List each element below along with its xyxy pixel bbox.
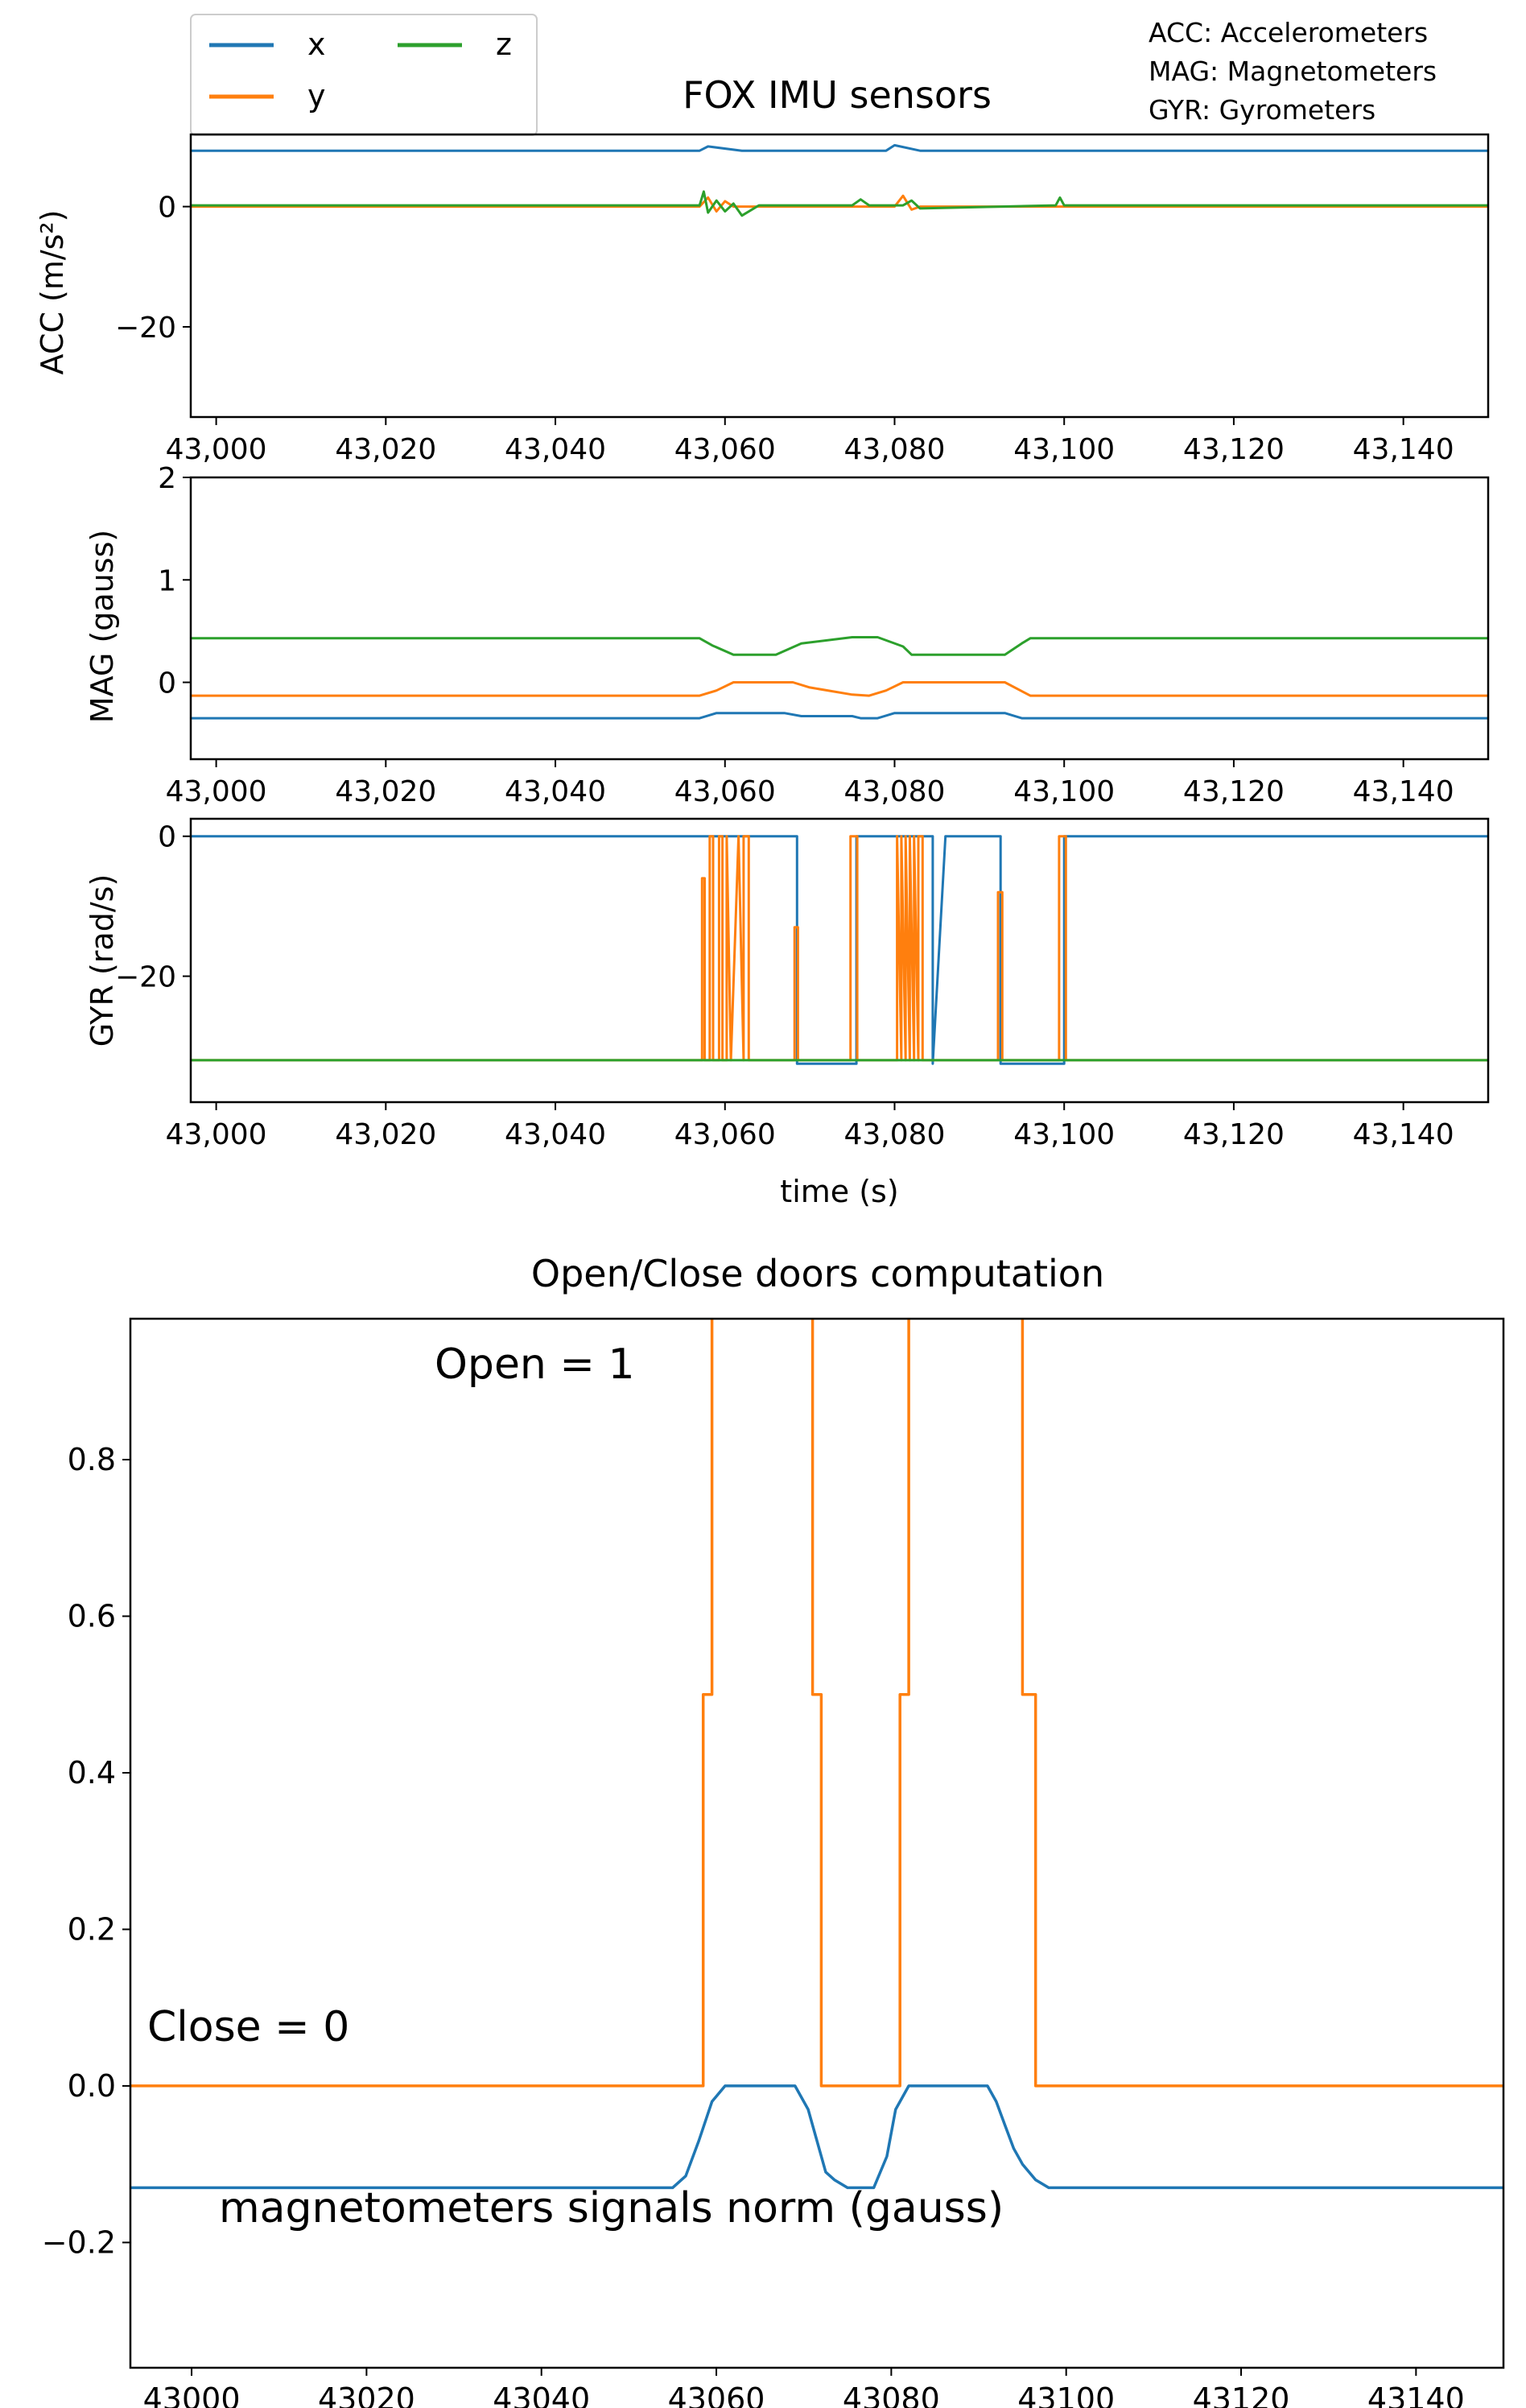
mag-x-tick-label: 43,100 [1013,775,1115,808]
mag-y-tick-label: 0 [158,667,176,700]
doors-x-tick-label: 43060 [668,2381,765,2408]
gyr-x-tick-label: 43,120 [1183,1118,1285,1151]
legend-box [190,14,538,136]
gyr-series-x [191,835,1488,1065]
acc-x-tick-label: 43,060 [674,433,776,466]
acc-x-tick-label: 43,000 [166,433,267,466]
legend-label-y: y [307,78,326,114]
acc-x-tick-label: 43,020 [335,433,436,466]
gyr-series-y [191,835,1488,1062]
acc-x-tick-label: 43,040 [505,433,606,466]
open-annotation: Open = 1 [435,1340,635,1389]
legend: x y z [190,14,538,136]
mag-y-tick-label: 2 [158,462,176,495]
doors-plot-frame [129,1317,1505,2369]
acc-series-z [191,190,1488,217]
doors-y-tick-label: 0.0 [68,2068,116,2104]
doors-series-line-2 [130,2084,1503,2190]
gyr-panel: GYR (rad/s) time (s) 43,000 43,020 43,040 4… [85,817,1490,1209]
gyr-plot-frame [189,817,1490,1104]
mag-x-tick-label: 43,120 [1183,775,1285,808]
doors-x-tick-label: 43080 [843,2381,940,2408]
acc-series-y [191,194,1488,213]
gyr-x-tick-label: 43,000 [166,1118,267,1151]
mag-x-tick-label: 43,080 [843,775,945,808]
mag-x-tick-label: 43,020 [335,775,436,808]
gyr-y-tick-label: 0 [158,821,176,854]
doors-x-tick-label: 43140 [1367,2381,1465,2408]
mag-panel: MAG (gauss) 43,000 43,020 43,040 43,060 43,0… [85,462,1490,808]
acc-x-tick-label: 43,140 [1353,433,1454,466]
acc-x-tick-label: 43,080 [843,433,945,466]
doors-y-tick-label: −0.2 [42,2224,116,2260]
gyr-x-tick-label: 43,080 [843,1118,945,1151]
mag-y-axis-label: MAG (gauss) [85,530,120,723]
mag-x-tick-label: 43,140 [1353,775,1454,808]
acc-panel: FOX IMU sensors ACC (m/s²) 43,000 43,020 4… [35,73,1490,466]
doors-x-tick-label: 43120 [1193,2381,1290,2408]
note-mag: MAG: Magnetometers [1149,56,1437,87]
mag-y-tick-label: 1 [158,564,176,597]
gyr-x-tick-label: 43,060 [674,1118,776,1151]
mag-x-tick-label: 43,060 [674,775,776,808]
doors-y-tick-label: 0.8 [68,1442,116,1477]
gyr-x-axis-label: time (s) [780,1174,898,1209]
note-acc: ACC: Accelerometers [1149,17,1428,48]
gyr-x-tick-label: 43,020 [335,1118,436,1151]
acc-x-tick-label: 43,100 [1013,433,1115,466]
acc-series-x [191,143,1488,152]
legend-label-x: x [307,27,326,62]
doors-y-tick-label: 0.2 [68,1911,116,1947]
sensor-notes: ACC: Accelerometers MAG: Magnetometers G… [1149,17,1437,126]
gyr-x-tick-label: 43,100 [1013,1118,1115,1151]
acc-plot-frame [189,133,1490,419]
acc-y-tick-label: −20 [115,312,176,345]
doors-x-tick-label: 43100 [1017,2381,1115,2408]
mag-series-x [191,712,1488,720]
gyr-x-tick-label: 43,040 [505,1118,606,1151]
acc-panel-title: FOX IMU sensors [683,73,992,117]
mag-x-tick-label: 43,000 [166,775,267,808]
gyr-x-tick-label: 43,140 [1353,1118,1454,1151]
gyr-y-tick-label: −20 [115,961,176,994]
doors-y-tick-label: 0.6 [68,1599,116,1634]
mag-x-tick-label: 43,040 [505,775,606,808]
doors-series-line-1 [130,1319,1503,2088]
mag-series-z [191,636,1488,656]
mag-series-y [191,681,1488,697]
acc-x-tick-label: 43,120 [1183,433,1285,466]
doors-x-tick-label: 43000 [143,2381,241,2408]
mag-plot-frame [189,476,1490,761]
norm-annotation: magnetometers signals norm (gauss) [219,2184,1004,2232]
doors-y-tick-label: 0.4 [68,1755,116,1791]
acc-y-axis-label: ACC (m/s²) [35,210,70,375]
gyr-y-axis-label: GYR (rad/s) [85,874,120,1047]
close-annotation: Close = 0 [147,2003,349,2051]
acc-y-tick-label: 0 [158,192,176,225]
legend-label-z: z [496,27,512,62]
doors-x-tick-label: 43040 [493,2381,590,2408]
doors-x-tick-label: 43020 [318,2381,415,2408]
doors-panel-title: Open/Close doors computation [531,1252,1104,1295]
note-gyr: GYR: Gyrometers [1149,94,1375,126]
doors-panel: Open/Close doors computation 43000 43020 4… [42,1252,1505,2408]
